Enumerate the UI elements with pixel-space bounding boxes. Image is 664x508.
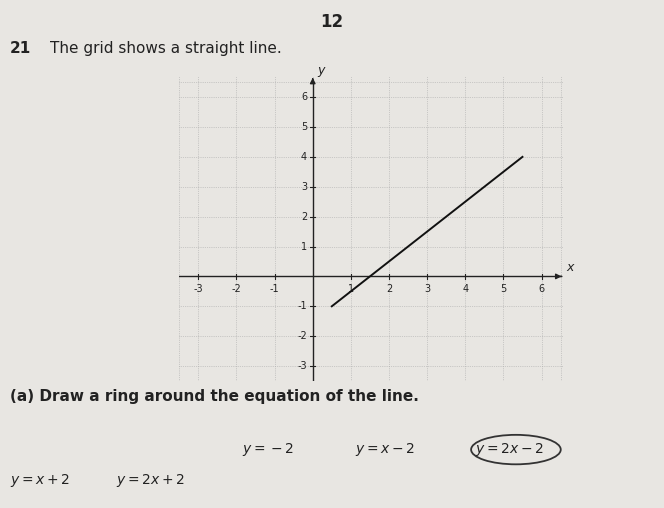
- Text: 4: 4: [301, 152, 307, 162]
- Text: $y = -2$: $y = -2$: [242, 441, 294, 458]
- Text: -2: -2: [232, 284, 241, 294]
- Text: The grid shows a straight line.: The grid shows a straight line.: [50, 41, 282, 56]
- Text: 1: 1: [348, 284, 354, 294]
- Text: -3: -3: [193, 284, 203, 294]
- Text: 4: 4: [462, 284, 468, 294]
- Text: -2: -2: [297, 331, 307, 341]
- Text: -3: -3: [297, 361, 307, 371]
- Text: (a) Draw a ring around the equation of the line.: (a) Draw a ring around the equation of t…: [10, 389, 419, 404]
- Text: 5: 5: [301, 122, 307, 132]
- Text: $y = 2x - 2$: $y = 2x - 2$: [475, 441, 544, 458]
- Text: 3: 3: [301, 182, 307, 192]
- Text: 2: 2: [301, 212, 307, 221]
- Text: $y = x - 2$: $y = x - 2$: [355, 441, 416, 458]
- Text: 12: 12: [321, 13, 343, 30]
- Text: $y = x + 2$: $y = x + 2$: [10, 471, 70, 489]
- Text: y: y: [317, 64, 325, 77]
- Text: -1: -1: [297, 301, 307, 311]
- Text: 2: 2: [386, 284, 392, 294]
- Text: 6: 6: [539, 284, 544, 294]
- Text: 6: 6: [301, 92, 307, 102]
- Text: 3: 3: [424, 284, 430, 294]
- Text: $y = 2x + 2$: $y = 2x + 2$: [116, 471, 185, 489]
- Text: x: x: [566, 261, 574, 274]
- Text: -1: -1: [270, 284, 280, 294]
- Text: 1: 1: [301, 241, 307, 251]
- Text: 5: 5: [500, 284, 507, 294]
- Text: 21: 21: [10, 41, 31, 56]
